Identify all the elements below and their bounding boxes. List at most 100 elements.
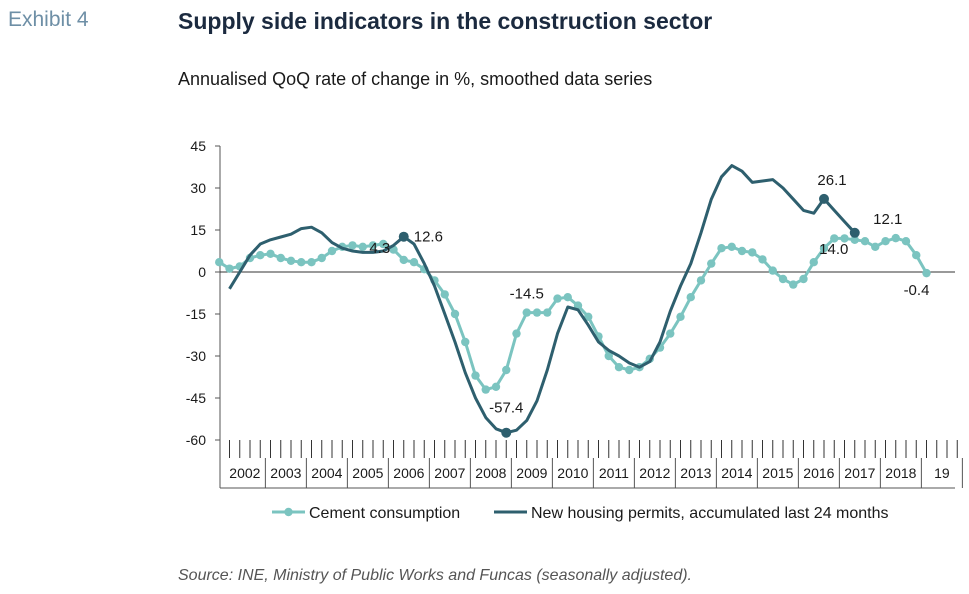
x-tick-label: 2004	[311, 465, 342, 481]
cement-point	[850, 235, 859, 244]
y-tick-label: -30	[186, 348, 206, 364]
cement-point	[471, 371, 480, 380]
cement-point	[327, 246, 337, 256]
x-tick-label: 2003	[270, 465, 301, 481]
cement-point	[286, 256, 296, 265]
cement-point	[871, 242, 880, 251]
cement-point	[481, 385, 490, 394]
data-label: -0.4	[904, 282, 930, 299]
y-tick-label: 45	[190, 138, 206, 154]
highlight-point	[501, 427, 512, 438]
cement-point	[491, 382, 501, 391]
x-tick-label: 2016	[803, 465, 834, 481]
highlight-point	[819, 193, 829, 204]
cement-point	[409, 258, 419, 267]
cement-point	[696, 276, 706, 285]
cement-point	[727, 242, 736, 251]
x-tick-label: 19	[934, 465, 950, 481]
cement-point	[666, 329, 675, 338]
legend-label-cement: Cement consumption	[309, 505, 460, 522]
y-tick-label: 30	[190, 180, 206, 196]
cement-point	[450, 309, 460, 319]
cement-point	[717, 244, 726, 253]
x-tick-label: 2014	[721, 465, 752, 481]
legend-marker-cement	[284, 507, 293, 517]
cement-point	[399, 255, 408, 265]
x-tick-label: 2007	[434, 465, 465, 481]
cement-point	[297, 258, 306, 267]
cement-point	[860, 237, 870, 246]
chart-axes: 45 30 15 0 -15 -30 -45 -60 2002 2003 2004 2005 2006 2…	[186, 138, 963, 489]
cement-point	[358, 242, 367, 251]
x-tick-label: 2008	[475, 465, 506, 481]
cement-point	[922, 268, 931, 278]
y-tick-label: -45	[186, 390, 206, 406]
cement-point	[614, 363, 624, 372]
y-tick-label: -60	[186, 432, 206, 448]
y-tick-label: 15	[190, 222, 206, 238]
data-label: -57.4	[489, 400, 523, 417]
x-tick-label: 2006	[393, 465, 424, 481]
cement-point	[912, 251, 921, 260]
cement-point	[768, 266, 777, 275]
cement-point	[440, 290, 449, 299]
cement-point	[676, 312, 685, 321]
chart-subtitle: Annualised QoQ rate of change in %, smoo…	[178, 69, 653, 89]
cement-point	[225, 264, 234, 273]
series-line-permits	[228, 164, 856, 435]
cement-point	[819, 244, 829, 253]
x-tick-label: 2015	[762, 465, 793, 481]
source-note: Source: INE, Ministry of Public Works an…	[178, 567, 692, 584]
cement-point	[307, 258, 316, 267]
cement-point	[563, 293, 572, 302]
y-tick-label: 0	[198, 264, 206, 280]
series-line-cement	[218, 236, 928, 392]
exhibit-label: Exhibit 4	[8, 8, 89, 31]
cement-point	[901, 237, 911, 246]
cement-point	[215, 258, 224, 267]
cement-point	[830, 234, 839, 243]
cement-point	[461, 337, 470, 347]
x-tick-label: 2013	[680, 465, 711, 481]
data-label: 12.1	[873, 211, 902, 228]
cement-point	[584, 312, 593, 321]
cement-point	[379, 239, 388, 249]
cement-point	[522, 308, 531, 317]
cement-point	[789, 280, 798, 289]
x-tick-label: 2018	[885, 465, 916, 481]
cement-point	[553, 294, 562, 303]
cement-point	[707, 259, 716, 268]
cement-point	[543, 308, 552, 317]
highlight-point	[849, 227, 860, 238]
cement-point	[256, 251, 265, 260]
x-tick-label: 2012	[639, 465, 670, 481]
cement-point	[737, 246, 747, 256]
cement-point	[809, 258, 818, 267]
x-tick-label: 2010	[557, 465, 588, 481]
data-label: 12.6	[414, 229, 443, 246]
cement-point	[625, 365, 634, 375]
cement-point	[799, 274, 808, 284]
cement-point	[840, 234, 849, 243]
cement-point	[778, 274, 788, 284]
legend-label-permits: New housing permits, accumulated last 24…	[531, 505, 889, 522]
x-tick-label: 2017	[844, 465, 875, 481]
cement-point	[758, 255, 767, 264]
chart-title: Supply side indicators in the constructi…	[178, 8, 713, 34]
cement-point	[502, 365, 511, 375]
cement-point	[686, 293, 695, 302]
data-labels: 4.3 -14.5 12.1 -0.4 12.6 -57.4 26.1 14.0	[369, 172, 929, 438]
cement-point	[512, 329, 521, 338]
cement-point	[348, 241, 357, 250]
x-tick-label: 2009	[516, 465, 547, 481]
data-label: 4.3	[369, 240, 390, 257]
x-tick-label: 2011	[599, 465, 629, 481]
y-tick-label: -15	[186, 306, 206, 322]
chart-legend: Cement consumption New housing permits, a…	[272, 505, 889, 522]
cement-point	[368, 241, 378, 250]
x-tick-label: 2002	[229, 465, 260, 481]
chart-series	[215, 164, 931, 435]
data-label: 14.0	[819, 241, 848, 258]
cement-point	[748, 248, 757, 257]
